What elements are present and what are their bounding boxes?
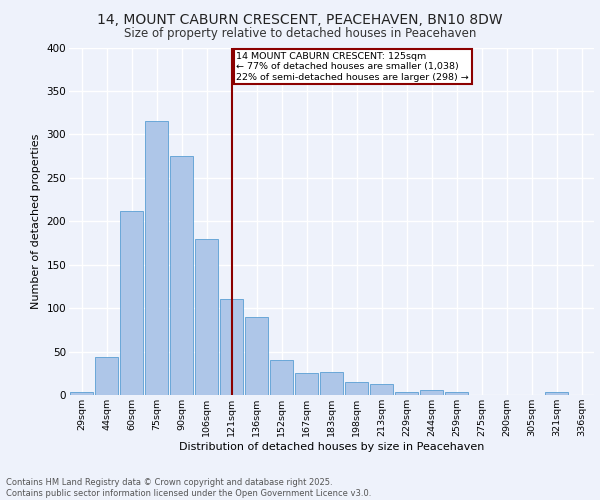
Bar (220, 300, 243, 395)
Bar (345, 382, 368, 395)
Bar (445, 392, 468, 395)
Bar (120, 211, 143, 395)
Y-axis label: Number of detached properties: Number of detached properties (31, 134, 41, 309)
Bar (295, 374, 318, 395)
Bar (170, 156, 193, 395)
Text: 14 MOUNT CABURN CRESCENT: 125sqm
← 77% of detached houses are smaller (1,038)
22: 14 MOUNT CABURN CRESCENT: 125sqm ← 77% o… (236, 52, 469, 82)
Bar (320, 372, 343, 395)
Text: Contains HM Land Registry data © Crown copyright and database right 2025.
Contai: Contains HM Land Registry data © Crown c… (6, 478, 371, 498)
Bar (395, 392, 418, 395)
Bar (270, 360, 293, 395)
Bar (145, 122, 168, 395)
Text: Size of property relative to detached houses in Peacehaven: Size of property relative to detached ho… (124, 28, 476, 40)
Text: 14, MOUNT CABURN CRESCENT, PEACEHAVEN, BN10 8DW: 14, MOUNT CABURN CRESCENT, PEACEHAVEN, B… (97, 12, 503, 26)
Bar (370, 384, 393, 395)
Bar (245, 317, 268, 395)
Bar (545, 392, 568, 395)
Bar (70, 392, 93, 395)
X-axis label: Distribution of detached houses by size in Peacehaven: Distribution of detached houses by size … (179, 442, 484, 452)
Bar (95, 357, 118, 395)
Bar (420, 390, 443, 395)
Bar (195, 238, 218, 395)
